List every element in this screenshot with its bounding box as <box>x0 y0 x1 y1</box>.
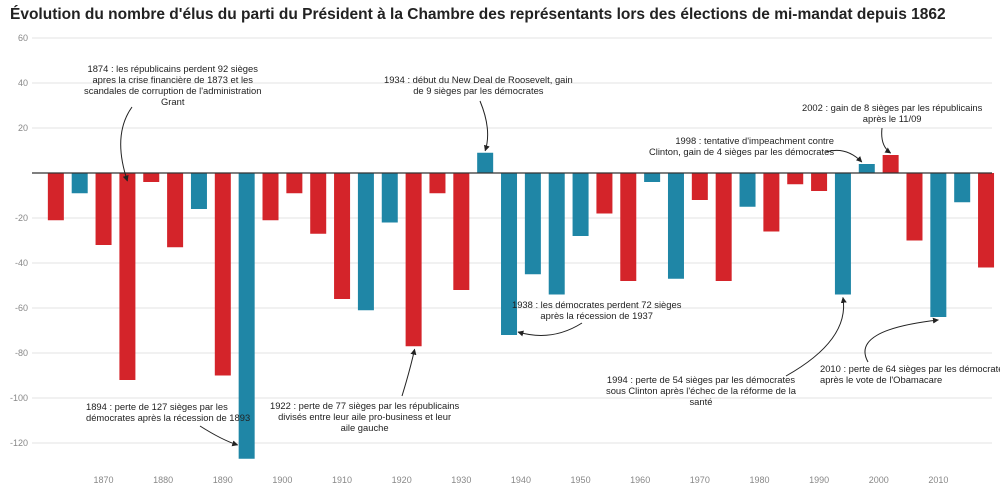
annotation-1998: 1998 : tentative d'impeachment contre Cli… <box>649 135 835 157</box>
x-tick-label: 1960 <box>630 475 650 485</box>
bar-1926 <box>429 173 446 194</box>
x-tick-label: 2010 <box>928 475 948 485</box>
bar-1946 <box>548 173 565 295</box>
bar-1978 <box>739 173 756 207</box>
bar-1914 <box>357 173 374 311</box>
bar-1894 <box>238 173 255 459</box>
x-tick-label: 2000 <box>869 475 889 485</box>
x-tick-label: 1970 <box>690 475 710 485</box>
arrow-1998 <box>825 149 863 163</box>
chart-title: Évolution du nombre d'élus du parti du P… <box>10 6 946 23</box>
bar-2006 <box>906 173 923 241</box>
arrow-2002 <box>881 127 892 154</box>
x-tick-label: 1890 <box>213 475 233 485</box>
bar-1866 <box>71 173 88 194</box>
annotation-1922: 1922 : perte de 77 sièges par les républ… <box>270 400 460 433</box>
x-tick-label: 1870 <box>94 475 114 485</box>
bar-1910 <box>334 173 351 299</box>
bar-1886 <box>190 173 207 209</box>
arrow-1922 <box>401 348 417 397</box>
bar-2014 <box>954 173 971 203</box>
bar-1934 <box>477 152 494 173</box>
bar-1938 <box>501 173 518 335</box>
bar-1930 <box>453 173 470 290</box>
x-tick-label: 1920 <box>392 475 412 485</box>
arrow-1994 <box>785 296 847 377</box>
arrow-1938 <box>517 322 583 337</box>
bar-1898 <box>262 173 279 221</box>
y-tick-label: 60 <box>18 33 28 43</box>
x-tick-label: 1990 <box>809 475 829 485</box>
x-tick-label: 1900 <box>272 475 292 485</box>
x-tick-label: 1910 <box>332 475 352 485</box>
bar-1890 <box>214 173 231 376</box>
y-tick-label: -60 <box>15 303 28 313</box>
x-tick-label: 1940 <box>511 475 531 485</box>
annotation-1934: 1934 : début du New Deal de Roosevelt, g… <box>384 74 573 96</box>
bar-1982 <box>763 173 780 232</box>
bar-1974 <box>715 173 732 281</box>
annotation-1938: 1938 : les démocrates perdent 72 sièges a… <box>512 299 682 321</box>
bar-1994 <box>834 173 851 295</box>
bar-2002 <box>882 155 899 173</box>
bar-1970 <box>691 173 708 200</box>
bar-1954 <box>596 173 613 214</box>
annotation-2010: 2010 : perte de 64 sièges par les démocr… <box>820 363 1000 385</box>
y-tick-label: -120 <box>10 438 28 448</box>
y-tick-label: -80 <box>15 348 28 358</box>
bar-2018 <box>978 173 995 268</box>
arrow-1894 <box>199 425 239 447</box>
annotation-1874: 1874 : les républicains perdent 92 siège… <box>84 63 262 107</box>
bar-1902 <box>286 173 303 194</box>
y-tick-label: -20 <box>15 213 28 223</box>
bar-1962 <box>644 173 661 182</box>
y-tick-label: 20 <box>18 123 28 133</box>
bar-1882 <box>167 173 184 248</box>
bar-1942 <box>524 173 541 275</box>
bar-1918 <box>381 173 398 223</box>
bar-1990 <box>811 173 828 191</box>
bar-1986 <box>787 173 804 185</box>
y-tick-label: -100 <box>10 393 28 403</box>
annotation-2002: 2002 : gain de 8 sièges par les républic… <box>802 102 983 124</box>
x-tick-label: 1980 <box>749 475 769 485</box>
bar-1966 <box>667 173 684 279</box>
bar-1950 <box>572 173 589 236</box>
annotation-1994: 1994 : perte de 54 sièges par les démocr… <box>606 374 796 407</box>
bar-1998 <box>858 164 875 173</box>
x-tick-label: 1930 <box>451 475 471 485</box>
bar-1862 <box>47 173 64 221</box>
arrow-1874 <box>120 106 133 182</box>
x-tick-label: 1950 <box>571 475 591 485</box>
arrow-2010 <box>864 317 939 363</box>
bar-1878 <box>143 173 160 182</box>
bar-2010 <box>930 173 947 317</box>
bar-1874 <box>119 173 136 380</box>
bar-1906 <box>310 173 327 234</box>
bar-1922 <box>405 173 422 347</box>
x-tick-label: 1880 <box>153 475 173 485</box>
bar-1958 <box>620 173 637 281</box>
annotation-1894: 1894 : perte de 127 sièges par les démocr… <box>86 401 251 423</box>
bar-1870 <box>95 173 112 245</box>
y-tick-label: -40 <box>15 258 28 268</box>
arrow-1934 <box>479 100 490 152</box>
y-tick-label: 40 <box>18 78 28 88</box>
